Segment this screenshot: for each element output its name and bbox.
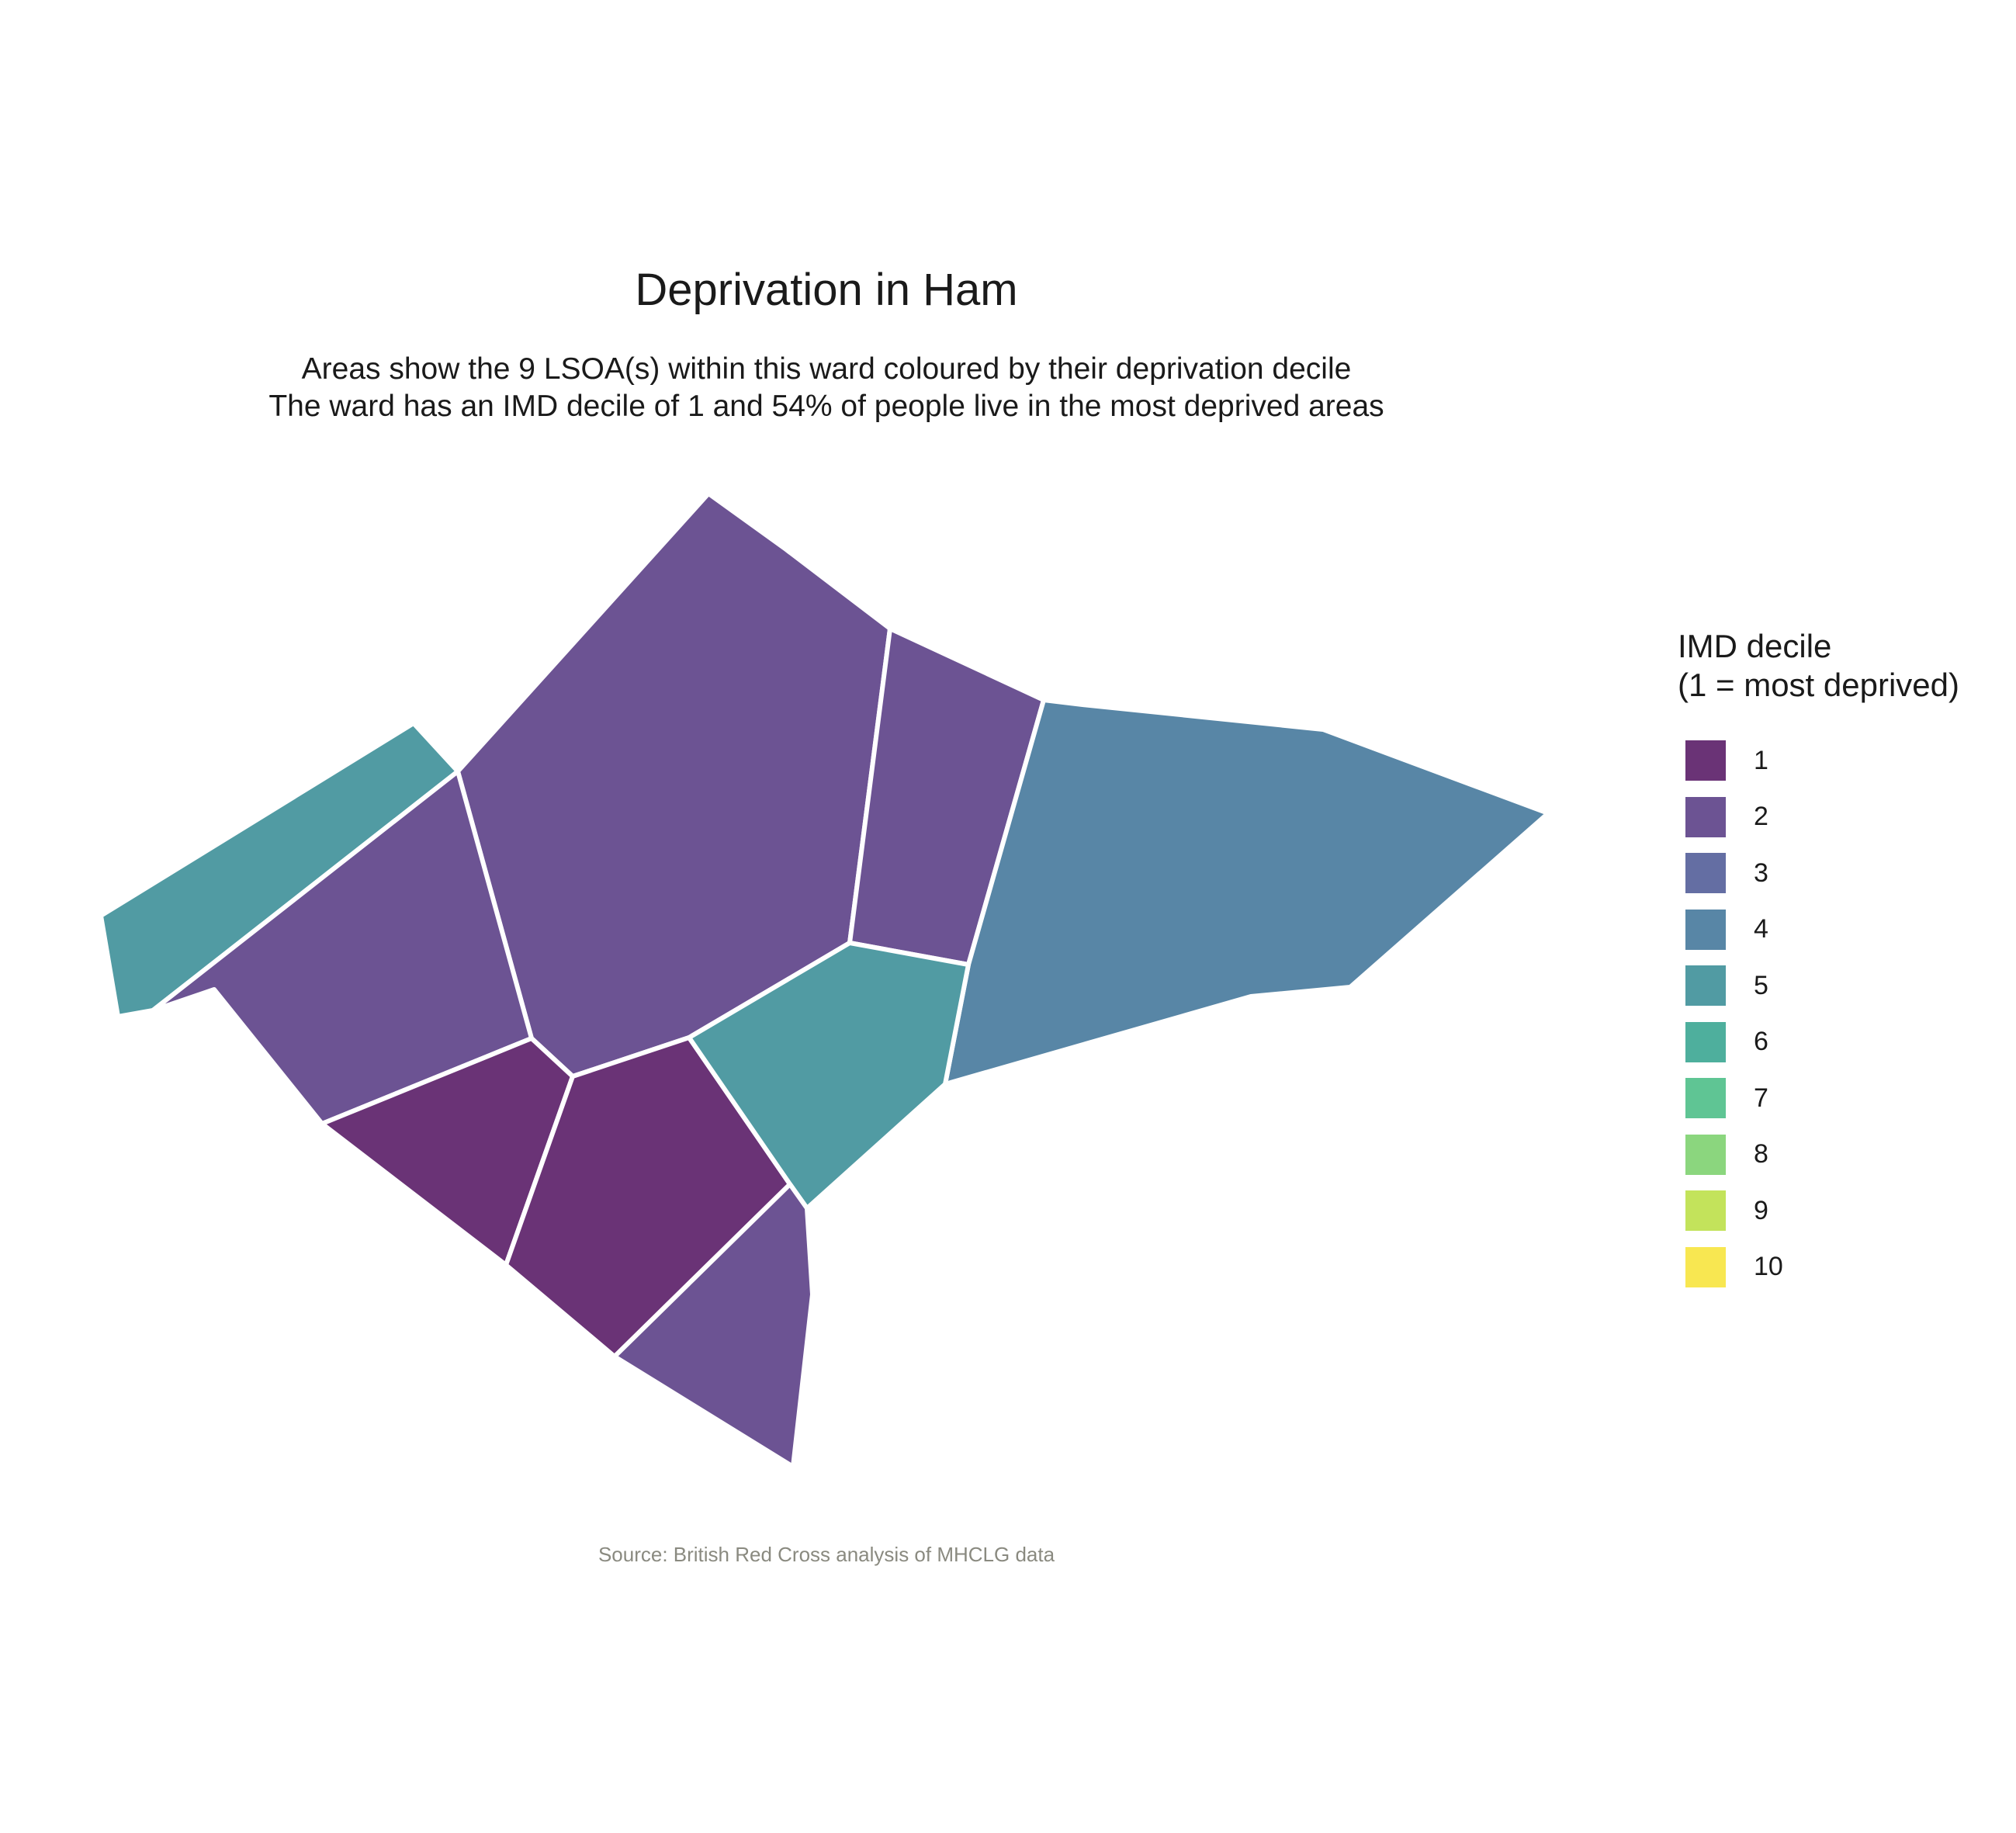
legend-item-7: 7 bbox=[1678, 1070, 1959, 1127]
legend-items: 1 2 3 4 5 6 7 8 9 10 bbox=[1678, 733, 1959, 1295]
legend-swatch bbox=[1685, 1134, 1726, 1175]
legend-title-line-1: IMD decile bbox=[1678, 628, 1832, 664]
legend-item-6: 6 bbox=[1678, 1014, 1959, 1071]
legend-label: 7 bbox=[1754, 1083, 1768, 1113]
legend-title-line-2: (1 = most deprived) bbox=[1678, 667, 1959, 703]
legend-item-1: 1 bbox=[1678, 733, 1959, 789]
legend-item-2: 2 bbox=[1678, 789, 1959, 846]
legend-label: 2 bbox=[1754, 802, 1768, 832]
legend-label: 5 bbox=[1754, 970, 1768, 1000]
legend-swatch bbox=[1685, 796, 1726, 837]
legend: IMD decile (1 = most deprived) 1 2 3 4 5 6 7 8 9… bbox=[1678, 627, 1959, 1295]
legend-label: 10 bbox=[1754, 1252, 1783, 1282]
legend-swatch bbox=[1685, 1190, 1726, 1232]
legend-swatch bbox=[1685, 909, 1726, 950]
subtitle-line-2: The ward has an IMD decile of 1 and 54% … bbox=[268, 390, 1384, 423]
legend-item-5: 5 bbox=[1678, 958, 1959, 1014]
legend-label: 8 bbox=[1754, 1139, 1768, 1169]
legend-label: 3 bbox=[1754, 858, 1768, 888]
lsoa-area-south bbox=[612, 1182, 815, 1469]
legend-label: 1 bbox=[1754, 745, 1768, 775]
legend-swatch bbox=[1685, 853, 1726, 894]
legend-swatch bbox=[1685, 1078, 1726, 1119]
legend-swatch bbox=[1685, 965, 1726, 1007]
lsoa-area-east bbox=[943, 698, 1550, 1086]
legend-swatch bbox=[1685, 1246, 1726, 1287]
legend-item-10: 10 bbox=[1678, 1239, 1959, 1296]
map-subtitle: Areas show the 9 LSOA(s) within this war… bbox=[0, 351, 1653, 425]
map-caption: Source: British Red Cross analysis of MH… bbox=[598, 1543, 1055, 1566]
map-title: Deprivation in Ham bbox=[635, 265, 1018, 315]
legend-title: IMD decile (1 = most deprived) bbox=[1678, 627, 1959, 705]
legend-label: 6 bbox=[1754, 1027, 1768, 1057]
legend-label: 9 bbox=[1754, 1195, 1768, 1225]
legend-label: 4 bbox=[1754, 914, 1768, 944]
lsoa-area-west bbox=[151, 769, 534, 1126]
subtitle-line-1: Areas show the 9 LSOA(s) within this war… bbox=[301, 352, 1352, 386]
legend-item-8: 8 bbox=[1678, 1127, 1959, 1183]
legend-item-3: 3 bbox=[1678, 845, 1959, 902]
legend-swatch bbox=[1685, 740, 1726, 781]
legend-swatch bbox=[1685, 1021, 1726, 1062]
legend-item-9: 9 bbox=[1678, 1183, 1959, 1239]
legend-item-4: 4 bbox=[1678, 902, 1959, 958]
